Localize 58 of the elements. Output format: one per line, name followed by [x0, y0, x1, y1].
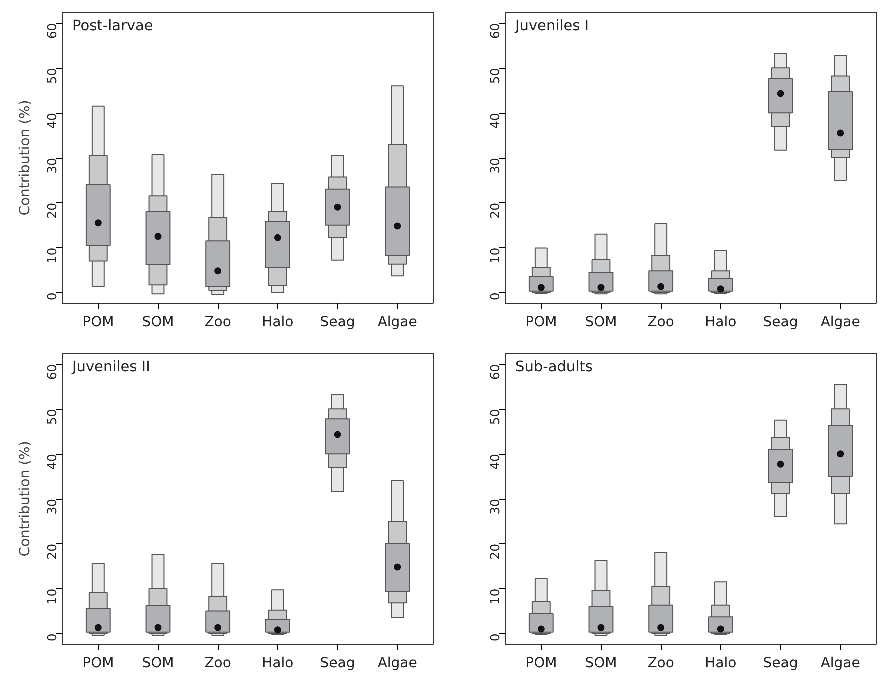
y-tick-label: 60 [488, 23, 502, 40]
x-tick-label: Seag [763, 656, 798, 672]
y-axis-title: Contribution (%) [18, 441, 34, 557]
chart-title: Juveniles II [72, 360, 150, 376]
x-tick-label: Seag [320, 314, 356, 330]
chart-title: Sub-adults [516, 360, 593, 376]
x-tick-label: Seag [763, 314, 798, 330]
y-tick-label: 20 [488, 202, 502, 219]
x-tick-label: Zoo [648, 314, 674, 330]
y-tick-label: 30 [488, 158, 502, 174]
x-tick-label: Zoo [204, 656, 232, 672]
x-tick-label: POM [82, 656, 114, 672]
y-tick-label: 40 [488, 454, 502, 470]
y-tick-label: 0 [488, 292, 502, 301]
y-tick-label: 40 [44, 454, 60, 470]
y-tick-label: 60 [488, 364, 502, 380]
y-tick-label: 10 [44, 588, 60, 605]
y-tick-label: 60 [44, 23, 60, 40]
x-tick-label: SOM [585, 314, 618, 330]
x-tick-label: POM [526, 656, 558, 672]
x-tick-label: Algae [820, 314, 860, 330]
x-tick-label: Halo [262, 656, 294, 672]
chart-title: Juveniles I [514, 18, 590, 34]
y-tick-label: 0 [44, 292, 60, 301]
y-tick-label: 40 [488, 113, 502, 129]
y-tick-label: 30 [44, 158, 60, 174]
y-tick-label: 50 [44, 409, 60, 426]
y-tick-label: 30 [488, 498, 502, 515]
y-tick-label: 10 [488, 248, 502, 264]
y-tick-label: 20 [488, 544, 502, 560]
y-tick-label: 10 [488, 588, 502, 605]
x-tick-label: POM [526, 314, 558, 330]
x-tick-label: Algae [378, 314, 418, 330]
y-tick-label: 50 [488, 409, 502, 426]
y-tick-label: 0 [44, 634, 60, 642]
y-tick-label: 0 [488, 634, 502, 642]
y-tick-label: 20 [44, 544, 60, 560]
y-tick-label: 10 [44, 248, 60, 264]
x-tick-label: Halo [705, 314, 737, 330]
x-tick-label: SOM [585, 656, 618, 672]
x-tick-label: Algae [378, 656, 418, 672]
y-tick-label: 50 [488, 68, 502, 84]
y-tick-label: 50 [44, 68, 60, 84]
y-tick-label: 20 [44, 202, 60, 219]
chart-title: Post-larvae [72, 18, 154, 34]
x-tick-label: Zoo [204, 314, 232, 330]
x-tick-label: SOM [142, 656, 174, 672]
x-tick-label: Zoo [648, 656, 674, 672]
x-tick-label: POM [82, 314, 114, 330]
y-tick-label: 60 [44, 364, 60, 380]
x-tick-label: SOM [142, 314, 174, 330]
x-tick-label: Algae [820, 656, 860, 672]
y-axis-title: Contribution (%) [18, 100, 34, 216]
y-tick-label: 30 [44, 498, 60, 515]
x-tick-label: Seag [320, 656, 356, 672]
y-tick-label: 40 [44, 113, 60, 129]
x-tick-label: Halo [262, 314, 294, 330]
x-tick-label: Halo [705, 656, 737, 672]
